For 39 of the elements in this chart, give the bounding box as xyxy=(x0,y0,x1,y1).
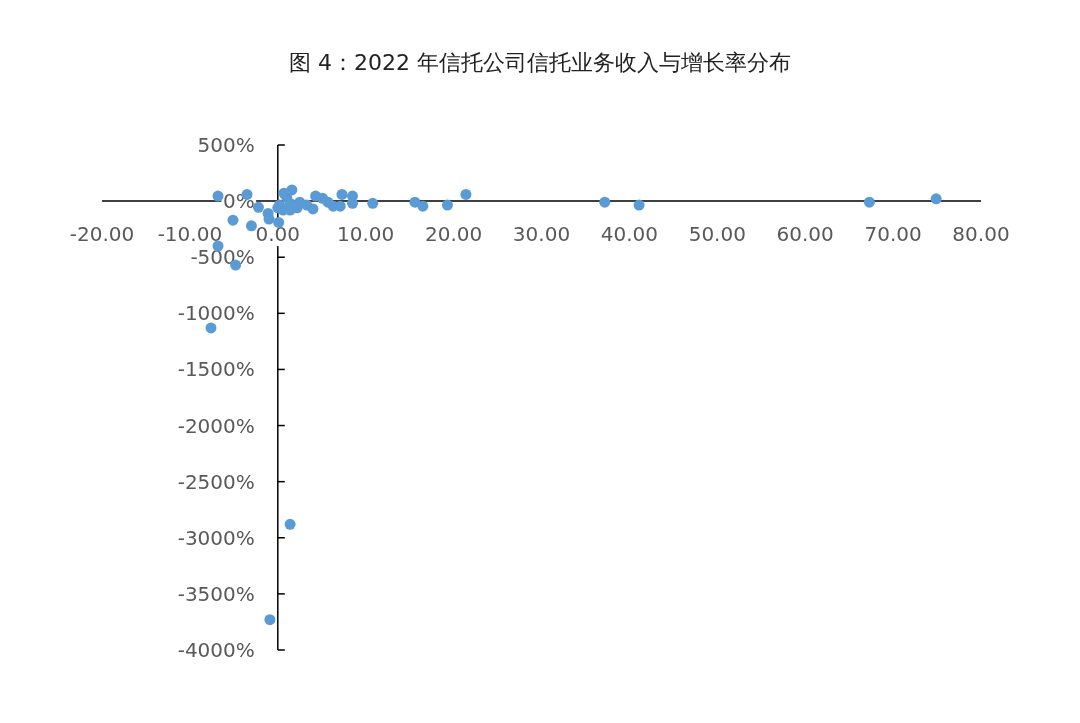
point xyxy=(307,203,319,215)
x-tick-label: 50.00 xyxy=(688,222,746,247)
x-tick-label: 30.00 xyxy=(512,222,571,247)
x-tick-label: 20.00 xyxy=(424,222,483,247)
x-tick-label: 70.00 xyxy=(864,222,922,247)
point xyxy=(863,196,875,208)
point xyxy=(245,220,257,232)
point xyxy=(212,190,224,202)
point xyxy=(227,214,239,226)
x-tick-label: -20.00 xyxy=(69,222,135,247)
chart-title: 图 4：2022 年信托公司信托业务收入与增长率分布 xyxy=(289,50,791,75)
y-tick-label: -1500% xyxy=(177,357,255,382)
point xyxy=(417,200,429,212)
x-tick-label: -10.00 xyxy=(157,222,223,247)
point xyxy=(284,518,296,530)
y-tick-label: -3500% xyxy=(177,581,255,606)
point xyxy=(205,322,217,334)
x-tick-label: 60.00 xyxy=(776,222,834,247)
point xyxy=(273,216,285,228)
y-tick-label: -500% xyxy=(190,245,255,270)
x-tick-label: 40.00 xyxy=(600,222,659,247)
point xyxy=(930,193,942,205)
x-tick-label: 0.00 xyxy=(255,222,301,247)
point xyxy=(460,188,472,200)
y-tick-label: -2500% xyxy=(177,469,255,494)
point xyxy=(252,201,264,213)
x-tick-label: 10.00 xyxy=(337,222,395,247)
point xyxy=(336,188,348,200)
point xyxy=(367,197,379,209)
x-tick-label: 80.00 xyxy=(952,222,1010,247)
y-tick-label: -2000% xyxy=(177,413,255,438)
point xyxy=(599,196,611,208)
y-tick-label: -1000% xyxy=(177,301,255,326)
y-tick-label: -3000% xyxy=(177,525,255,550)
y-tick-label: -4000% xyxy=(177,638,255,662)
point xyxy=(264,614,276,626)
point xyxy=(633,199,645,211)
y-tick-label: 500% xyxy=(197,133,255,157)
point xyxy=(441,199,453,211)
